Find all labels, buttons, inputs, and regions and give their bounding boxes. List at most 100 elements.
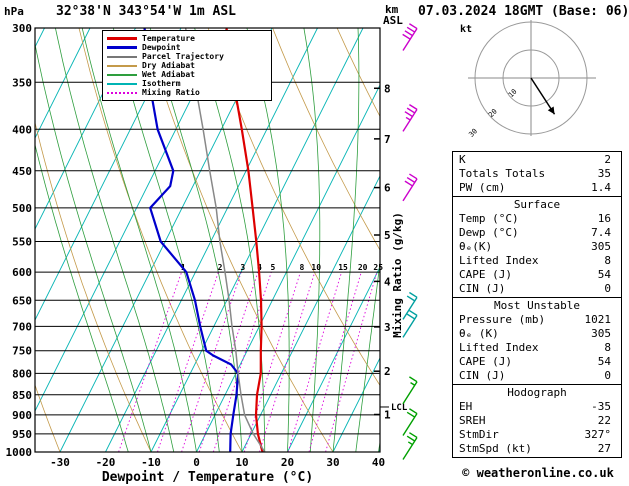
storm-motion-arrowhead bbox=[547, 106, 555, 115]
pressure-tick-label: 350 bbox=[12, 76, 32, 89]
legend-label-dewpoint: Dewpoint bbox=[142, 43, 181, 52]
pressure-grid-group: 300 350 400 450 500 550 600 650 700 750 800 850 900 9… bbox=[6, 22, 380, 459]
row-value: 305 bbox=[591, 327, 611, 340]
row-label: Pressure (mb) bbox=[459, 313, 546, 326]
table-row-surface-cin-j: CIN (J) 0 bbox=[453, 282, 621, 296]
row-value: 1.4 bbox=[591, 181, 611, 194]
row-label: CIN (J) bbox=[459, 369, 506, 382]
hodograph-unit-label: kt bbox=[460, 24, 473, 35]
temp-tick-label: 30 bbox=[326, 456, 339, 469]
row-label: θₑ (K) bbox=[459, 327, 499, 340]
wind-barb bbox=[402, 432, 418, 460]
pressure-tick-label: 450 bbox=[12, 165, 32, 178]
km-tick-label: 3 bbox=[384, 321, 391, 334]
mixing-ratio-labels-group: 1 2 3 4 5 8 10 15 20 25 bbox=[181, 263, 383, 272]
pressure-tick-label: 650 bbox=[12, 294, 32, 307]
table-row-indices-pw-cm: PW (cm) 1.4 bbox=[453, 181, 621, 195]
row-label: θₑ(K) bbox=[459, 240, 493, 253]
row-label: Temp (°C) bbox=[459, 212, 519, 225]
sounding-curves bbox=[143, 28, 266, 452]
mixing-ratio-value: 15 bbox=[338, 263, 348, 272]
km-tick-label: 6 bbox=[384, 182, 391, 195]
legend-label-parcel-trajectory: Parcel Trajectory bbox=[142, 52, 224, 61]
table-row-most-unstable-cin-j: CIN (J) 0 bbox=[453, 369, 621, 383]
lcl-label: LCL bbox=[391, 403, 408, 413]
km-tick-label: 8 bbox=[384, 82, 391, 95]
wind-barb bbox=[402, 104, 418, 132]
legend-item-dry-adiabat: Dry Adiabat bbox=[107, 61, 267, 70]
km-tick-label: 5 bbox=[384, 229, 391, 242]
table-row-hodograph-stmspd-kt: StmSpd (kt) 27 bbox=[453, 442, 621, 456]
wind-barb bbox=[402, 291, 418, 320]
row-value: 27 bbox=[597, 442, 611, 455]
legend-item-dewpoint: Dewpoint bbox=[107, 43, 267, 52]
table-row-most-unstable-cape-j: CAPE (J) 54 bbox=[453, 355, 621, 369]
table-row-most-unstable-k: θₑ (K) 305 bbox=[453, 327, 621, 341]
table-row-hodograph-stmdir: StmDir 327° bbox=[453, 428, 621, 442]
table-section-indices: K 2 Totals Totals 35 PW (cm) 1.4 bbox=[452, 151, 622, 197]
dry-adiabat-line-sample-icon bbox=[107, 64, 137, 67]
legend-label-dry-adiabat: Dry Adiabat bbox=[142, 61, 195, 70]
pressure-tick-label: 700 bbox=[12, 320, 32, 333]
row-value: 16 bbox=[597, 212, 611, 225]
temp-tick-label: 0 bbox=[193, 456, 200, 469]
legend-label-wet-adiabat: Wet Adiabat bbox=[142, 70, 195, 79]
row-label: K bbox=[459, 153, 466, 166]
pressure-tick-label: 1000 bbox=[6, 446, 33, 459]
mixing-ratio-value: 25 bbox=[373, 263, 383, 272]
row-value: 7.4 bbox=[591, 226, 611, 239]
row-value: 54 bbox=[597, 268, 611, 281]
pressure-tick-label: 600 bbox=[12, 266, 32, 279]
table-section-title-hodograph: Hodograph bbox=[507, 386, 567, 399]
km-tick-label: 1 bbox=[384, 409, 391, 422]
row-label: PW (cm) bbox=[459, 181, 506, 194]
pressure-tick-label: 550 bbox=[12, 235, 32, 248]
row-value: 0 bbox=[604, 282, 611, 295]
pressure-tick-label: 900 bbox=[12, 409, 32, 422]
mixing-ratio-value: 5 bbox=[270, 263, 275, 272]
km-tick-label: 2 bbox=[384, 365, 391, 378]
hodograph-ring-label: 10 bbox=[507, 88, 519, 100]
mixing-ratio-lines-group bbox=[118, 271, 378, 452]
legend-item-isotherm: Isotherm bbox=[107, 79, 267, 88]
row-label: Lifted Index bbox=[459, 254, 539, 267]
hodograph-ring-label: 30 bbox=[467, 127, 479, 139]
wind-barb bbox=[402, 23, 418, 51]
row-label: CAPE (J) bbox=[459, 355, 512, 368]
km-tick-label: 4 bbox=[384, 275, 391, 288]
table-row-hodograph-eh: EH -35 bbox=[453, 400, 621, 414]
legend-item-parcel-trajectory: Parcel Trajectory bbox=[107, 52, 267, 61]
pressure-tick-label: 300 bbox=[12, 22, 32, 35]
datetime-title: 07.03.2024 18GMT (Base: 06) bbox=[418, 4, 629, 19]
row-value: 0 bbox=[604, 369, 611, 382]
row-label: CIN (J) bbox=[459, 282, 506, 295]
mixing-ratio-value: 2 bbox=[218, 263, 223, 272]
legend-item-wet-adiabat: Wet Adiabat bbox=[107, 70, 267, 79]
table-section-surface: Surface Temp (°C) 16 Dewp (°C) 7.4 θₑ(K) 305 Li… bbox=[452, 196, 622, 298]
table-section-most-unstable: Most Unstable Pressure (mb) 1021 θₑ (K) 305 L… bbox=[452, 297, 622, 385]
row-label: Lifted Index bbox=[459, 341, 539, 354]
table-row-surface-temp-c: Temp (°C) 16 bbox=[453, 212, 621, 226]
temperature-line-sample-icon bbox=[107, 37, 137, 40]
table-row-most-unstable-lifted-index: Lifted Index 8 bbox=[453, 341, 621, 355]
wind-barbs-group bbox=[402, 23, 418, 460]
indices-table: K 2 Totals Totals 35 PW (cm) 1.4 Surface Temp (… bbox=[452, 151, 622, 458]
mixing-ratio-value: 8 bbox=[300, 263, 305, 272]
temp-tick-label: -10 bbox=[141, 456, 161, 469]
row-value: 305 bbox=[591, 240, 611, 253]
dewpoint-line-sample-icon bbox=[107, 46, 137, 49]
legend-label-isotherm: Isotherm bbox=[142, 79, 181, 88]
temp-tick-label: 20 bbox=[281, 456, 294, 469]
row-value: 327° bbox=[584, 428, 612, 441]
row-value: 1021 bbox=[584, 313, 612, 326]
legend-label-temperature: Temperature bbox=[142, 34, 195, 43]
site-credit: © weatheronline.co.uk bbox=[462, 466, 614, 480]
row-value: 8 bbox=[604, 254, 611, 267]
hodograph-ring bbox=[502, 49, 560, 107]
row-value: 8 bbox=[604, 341, 611, 354]
legend-item-mixing-ratio: Mixing Ratio bbox=[107, 88, 267, 97]
table-section-hodograph: Hodograph EH -35 SREH 22 StmDir 327° StmSpd (kt… bbox=[452, 384, 622, 458]
storm-motion-vector bbox=[530, 77, 556, 115]
pressure-tick-label: 800 bbox=[12, 367, 32, 380]
